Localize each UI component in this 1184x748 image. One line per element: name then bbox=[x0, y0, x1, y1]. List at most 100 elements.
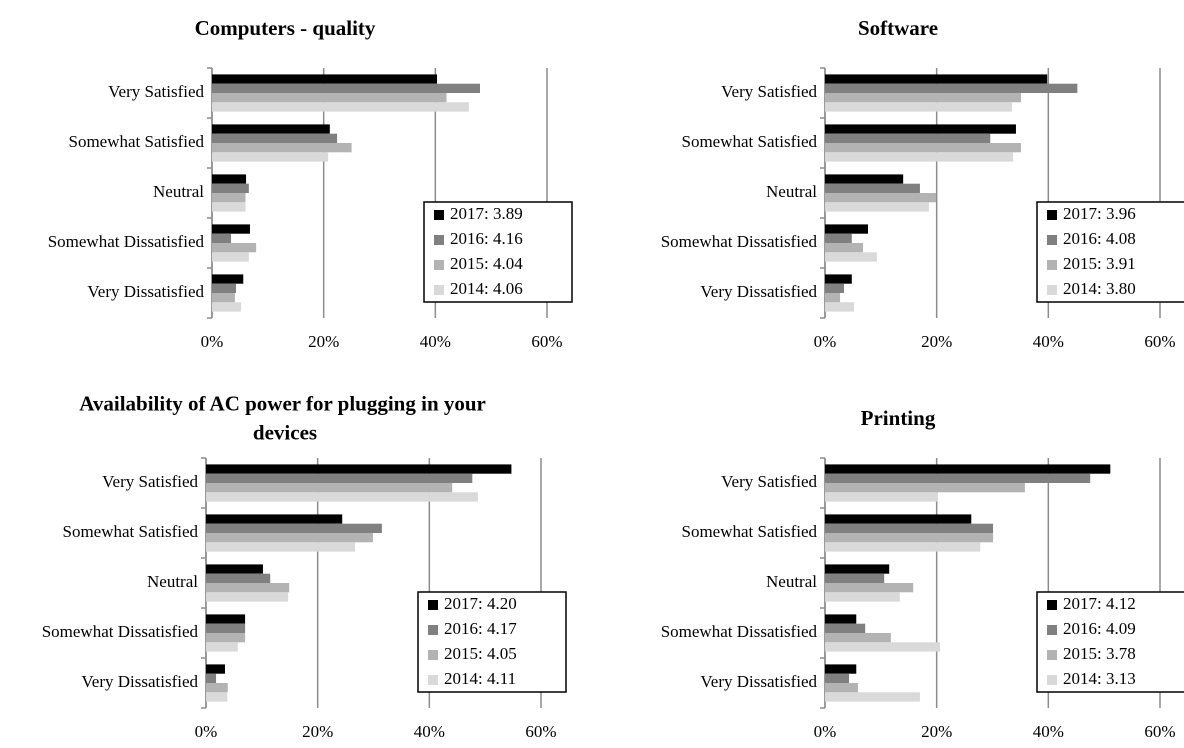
bar bbox=[825, 583, 914, 593]
bar bbox=[212, 283, 237, 293]
bar bbox=[206, 542, 356, 552]
x-tick-label: 0% bbox=[814, 332, 837, 351]
bar bbox=[212, 233, 231, 243]
bar bbox=[825, 633, 891, 643]
chart-title: Computers - quality bbox=[195, 16, 376, 40]
bar bbox=[206, 692, 228, 702]
bar bbox=[825, 124, 1016, 134]
bar bbox=[206, 573, 271, 583]
bar bbox=[206, 464, 512, 474]
legend-box bbox=[1036, 591, 1184, 693]
legend-box bbox=[1036, 201, 1184, 303]
legend-label: 2017: 3.89 bbox=[450, 204, 523, 223]
bar bbox=[212, 243, 257, 253]
legend-swatch bbox=[1047, 675, 1057, 685]
bar bbox=[825, 492, 938, 502]
y-tick-label: Neutral bbox=[147, 572, 198, 591]
y-tick-label: Somewhat Dissatisfied bbox=[48, 232, 205, 251]
bar bbox=[825, 533, 994, 543]
bar bbox=[206, 523, 382, 533]
x-tick-label: 60% bbox=[1144, 722, 1175, 741]
bar bbox=[206, 592, 289, 602]
legend-swatch bbox=[1047, 625, 1057, 635]
bar bbox=[825, 293, 841, 303]
bar bbox=[212, 183, 249, 193]
bar bbox=[212, 102, 469, 112]
legend-swatch bbox=[1047, 285, 1057, 295]
bar bbox=[206, 533, 373, 543]
legend-swatch bbox=[1047, 210, 1057, 220]
legend-swatch bbox=[434, 285, 444, 295]
bar bbox=[825, 233, 852, 243]
bar bbox=[206, 673, 217, 683]
y-tick-label: Somewhat Satisfied bbox=[681, 132, 817, 151]
bar bbox=[825, 243, 863, 253]
bar bbox=[825, 224, 868, 234]
x-tick-label: 60% bbox=[1144, 332, 1175, 351]
bar bbox=[825, 143, 1021, 153]
legend-swatch bbox=[434, 235, 444, 245]
bar bbox=[825, 523, 994, 533]
bar bbox=[825, 193, 937, 203]
y-tick-label: Somewhat Dissatisfied bbox=[42, 622, 199, 641]
bar bbox=[825, 464, 1111, 474]
bar bbox=[825, 202, 929, 212]
legend-label: 2016: 4.08 bbox=[1063, 229, 1136, 248]
bar bbox=[212, 174, 247, 184]
bar bbox=[825, 473, 1091, 483]
legend-label: 2017: 4.20 bbox=[444, 594, 517, 613]
legend-box bbox=[417, 591, 567, 693]
bar bbox=[212, 193, 246, 203]
bar bbox=[212, 152, 329, 162]
y-tick-label: Somewhat Dissatisfied bbox=[661, 232, 818, 251]
chart-title: Printing bbox=[861, 406, 936, 430]
bar bbox=[206, 683, 228, 693]
bar bbox=[825, 592, 900, 602]
bar bbox=[825, 542, 981, 552]
legend-label: 2015: 3.78 bbox=[1063, 644, 1136, 663]
bar bbox=[212, 83, 480, 93]
y-tick-label: Neutral bbox=[153, 182, 204, 201]
bar bbox=[825, 283, 844, 293]
x-tick-label: 0% bbox=[814, 722, 837, 741]
legend-swatch bbox=[434, 210, 444, 220]
y-tick-label: Somewhat Satisfied bbox=[681, 522, 817, 541]
legend-swatch bbox=[428, 625, 438, 635]
bar bbox=[825, 623, 866, 633]
x-tick-label: 40% bbox=[414, 722, 445, 741]
x-tick-label: 20% bbox=[302, 722, 333, 741]
legend-label: 2016: 4.09 bbox=[1063, 619, 1136, 638]
y-tick-label: Neutral bbox=[766, 572, 817, 591]
bar bbox=[825, 183, 920, 193]
chart-title: Availability of AC power for plugging in… bbox=[79, 391, 491, 444]
legend-label: 2015: 3.91 bbox=[1063, 254, 1136, 273]
bar bbox=[212, 74, 438, 84]
legend-box bbox=[423, 201, 573, 303]
bar bbox=[206, 664, 225, 674]
bar bbox=[825, 93, 1021, 103]
chart-title: Software bbox=[858, 16, 938, 40]
bar bbox=[212, 274, 244, 284]
bar bbox=[825, 174, 904, 184]
bar bbox=[825, 152, 1014, 162]
bar bbox=[825, 252, 877, 262]
bar bbox=[825, 564, 890, 574]
x-tick-label: 20% bbox=[921, 722, 952, 741]
legend-swatch bbox=[434, 260, 444, 270]
bar bbox=[825, 514, 972, 524]
text-line: Availability of AC power for plugging in… bbox=[79, 391, 491, 415]
bar bbox=[212, 224, 250, 234]
legend-swatch bbox=[428, 675, 438, 685]
bar bbox=[206, 623, 246, 633]
bar bbox=[825, 74, 1048, 84]
bar bbox=[825, 483, 1025, 493]
bar bbox=[212, 93, 447, 103]
text-line: devices bbox=[253, 420, 317, 444]
y-tick-label: Somewhat Satisfied bbox=[62, 522, 198, 541]
bar bbox=[825, 302, 855, 312]
legend-swatch bbox=[1047, 260, 1057, 270]
legend-swatch bbox=[428, 650, 438, 660]
bar bbox=[825, 614, 857, 624]
bar bbox=[212, 124, 330, 134]
